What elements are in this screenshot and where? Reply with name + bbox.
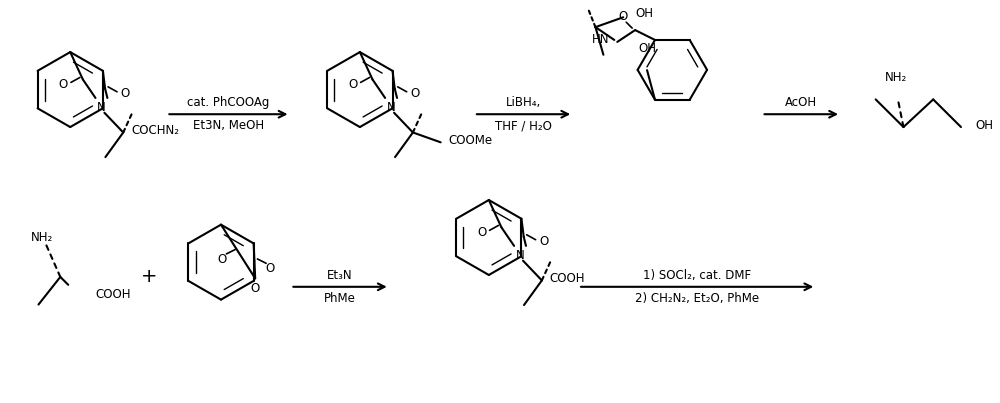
Text: COOH: COOH bbox=[95, 288, 131, 301]
Text: O: O bbox=[266, 262, 275, 275]
Text: PhMe: PhMe bbox=[324, 292, 356, 305]
Text: O: O bbox=[218, 253, 227, 266]
Text: O: O bbox=[251, 282, 260, 295]
Text: O: O bbox=[619, 10, 628, 23]
Text: NH₂: NH₂ bbox=[884, 71, 907, 84]
Text: 1) SOCl₂, cat. DMF: 1) SOCl₂, cat. DMF bbox=[643, 269, 751, 282]
Text: Et3N, MeOH: Et3N, MeOH bbox=[193, 119, 264, 132]
Text: N: N bbox=[516, 249, 524, 262]
Text: THF / H₂O: THF / H₂O bbox=[495, 119, 552, 132]
Text: HN: HN bbox=[592, 33, 609, 46]
Text: OH: OH bbox=[638, 42, 656, 55]
Text: O: O bbox=[539, 235, 548, 248]
Text: Et₃N: Et₃N bbox=[327, 269, 353, 282]
Text: O: O bbox=[58, 78, 68, 91]
Text: LiBH₄,: LiBH₄, bbox=[506, 96, 541, 109]
Text: +: + bbox=[141, 268, 158, 287]
Text: N: N bbox=[387, 101, 395, 114]
Text: O: O bbox=[477, 226, 486, 239]
Text: cat. PhCOOAg: cat. PhCOOAg bbox=[187, 96, 270, 109]
Text: OH: OH bbox=[635, 7, 653, 20]
Text: AcOH: AcOH bbox=[785, 96, 817, 109]
Text: OH: OH bbox=[975, 118, 993, 131]
Text: O: O bbox=[348, 78, 357, 91]
Text: O: O bbox=[120, 87, 130, 100]
Text: O: O bbox=[410, 87, 419, 100]
Text: COOMe: COOMe bbox=[449, 134, 493, 147]
Text: 2) CH₂N₂, Et₂O, PhMe: 2) CH₂N₂, Et₂O, PhMe bbox=[635, 292, 759, 305]
Text: NH₂: NH₂ bbox=[31, 231, 54, 243]
Text: COCHN₂: COCHN₂ bbox=[131, 124, 179, 137]
Text: COOH: COOH bbox=[550, 272, 585, 285]
Text: N: N bbox=[97, 101, 106, 114]
